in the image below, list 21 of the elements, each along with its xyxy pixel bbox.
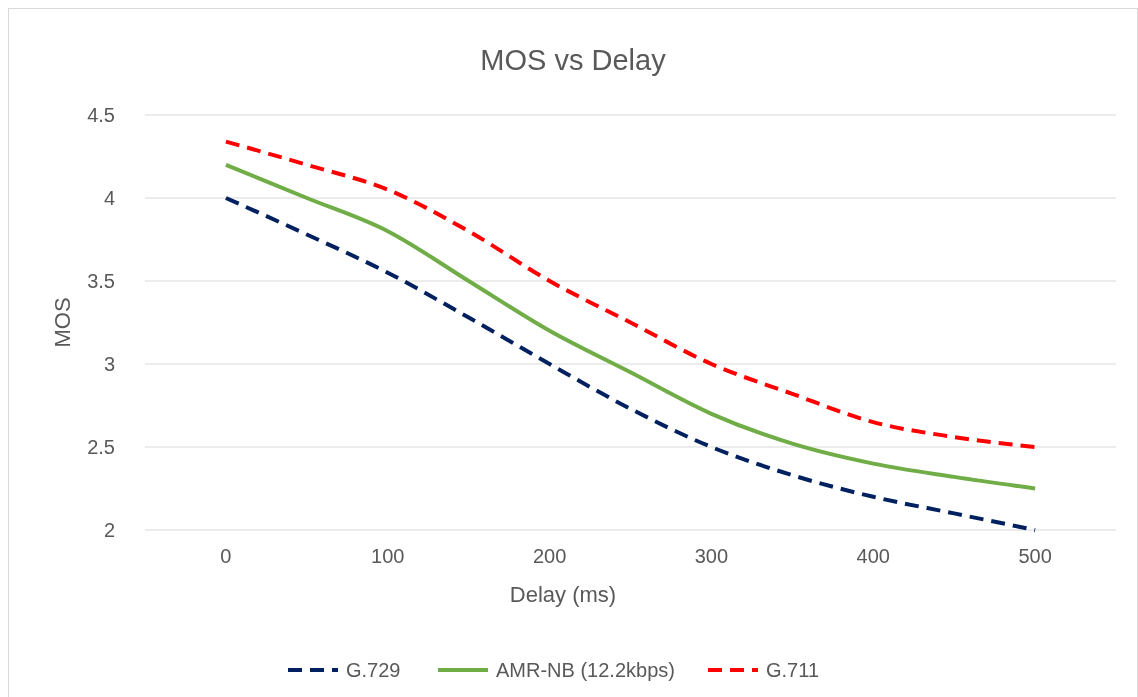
x-tick-label: 500 xyxy=(1018,545,1052,567)
x-tick-label: 0 xyxy=(220,545,232,567)
y-tick-label: 2.5 xyxy=(87,436,115,458)
y-tick-label: 3 xyxy=(103,353,115,375)
x-tick-label: 300 xyxy=(694,545,729,567)
x-tick-label: 200 xyxy=(532,545,567,567)
line-series xyxy=(223,196,1038,532)
legend-label: G.711 xyxy=(766,659,819,681)
line-series xyxy=(223,162,1038,491)
y-axis-title: MOS xyxy=(50,297,75,348)
y-tick-label: 3.5 xyxy=(87,270,115,292)
x-axis-title: Delay (ms) xyxy=(509,582,617,607)
y-tick-label: 2 xyxy=(103,519,115,541)
x-tick-label: 400 xyxy=(856,545,890,567)
legend-label: AMR-NB (12.2kbps) xyxy=(496,659,675,681)
x-tick-label: 100 xyxy=(371,545,405,567)
chart-title: MOS vs Delay xyxy=(480,44,667,76)
line-series xyxy=(223,139,1038,449)
legend-label: G.729 xyxy=(346,659,401,681)
y-tick-label: 4.5 xyxy=(87,104,115,126)
y-tick-label: 4 xyxy=(103,187,115,209)
